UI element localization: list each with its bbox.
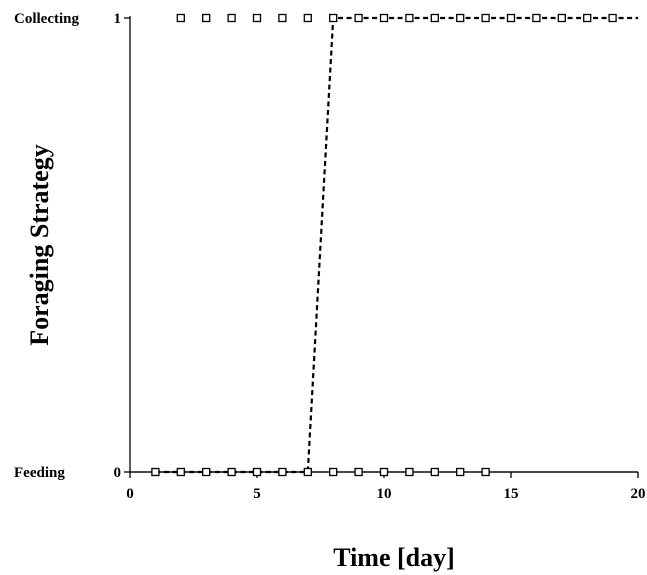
y-category-label: Feeding — [14, 465, 65, 481]
y-tick-label: 0 — [114, 465, 122, 481]
square-marker — [481, 13, 490, 23]
square-marker — [456, 13, 465, 23]
square-marker — [430, 13, 439, 23]
square-marker — [608, 13, 617, 23]
square-marker — [202, 13, 211, 23]
square-marker — [532, 13, 541, 23]
square-marker — [379, 13, 389, 23]
square-marker — [557, 13, 566, 23]
x-axis-title: Time [day] — [333, 543, 455, 572]
y-category-label: Collecting — [14, 11, 79, 27]
square-marker — [202, 467, 211, 477]
square-marker — [227, 13, 236, 23]
square-marker — [481, 467, 490, 477]
square-marker — [405, 467, 414, 477]
x-tick-label: 20 — [631, 486, 646, 502]
square-marker — [252, 467, 262, 477]
square-marker — [329, 467, 338, 477]
square-marker — [303, 467, 312, 477]
y-axis-title: Foraging Strategy — [25, 144, 54, 345]
square-marker — [303, 13, 312, 23]
square-marker — [379, 467, 389, 477]
square-marker — [278, 467, 287, 477]
square-marker — [329, 13, 338, 23]
square-marker — [405, 13, 414, 23]
square-marker — [506, 13, 516, 23]
square-marker — [354, 13, 363, 23]
square-marker — [227, 467, 236, 477]
x-tick-label: 10 — [377, 486, 392, 502]
x-tick-label: 5 — [253, 486, 261, 502]
axes — [129, 16, 638, 473]
square-marker — [176, 467, 185, 477]
square-marker — [583, 13, 592, 23]
square-marker — [252, 13, 262, 23]
markers — [151, 13, 617, 477]
square-marker — [430, 467, 439, 477]
square-marker — [278, 13, 287, 23]
square-marker — [176, 13, 185, 23]
ticks: 0 5 10 15 20 0 Feeding 1 Collecting — [14, 11, 646, 502]
x-tick-label: 15 — [504, 486, 519, 502]
dashed-series-line — [155, 16, 638, 474]
x-tick-label: 0 — [126, 486, 134, 502]
y-tick-label: 1 — [114, 11, 122, 27]
square-marker — [354, 467, 363, 477]
plot-area — [130, 16, 638, 474]
square-marker — [456, 467, 465, 477]
square-marker — [151, 467, 160, 477]
